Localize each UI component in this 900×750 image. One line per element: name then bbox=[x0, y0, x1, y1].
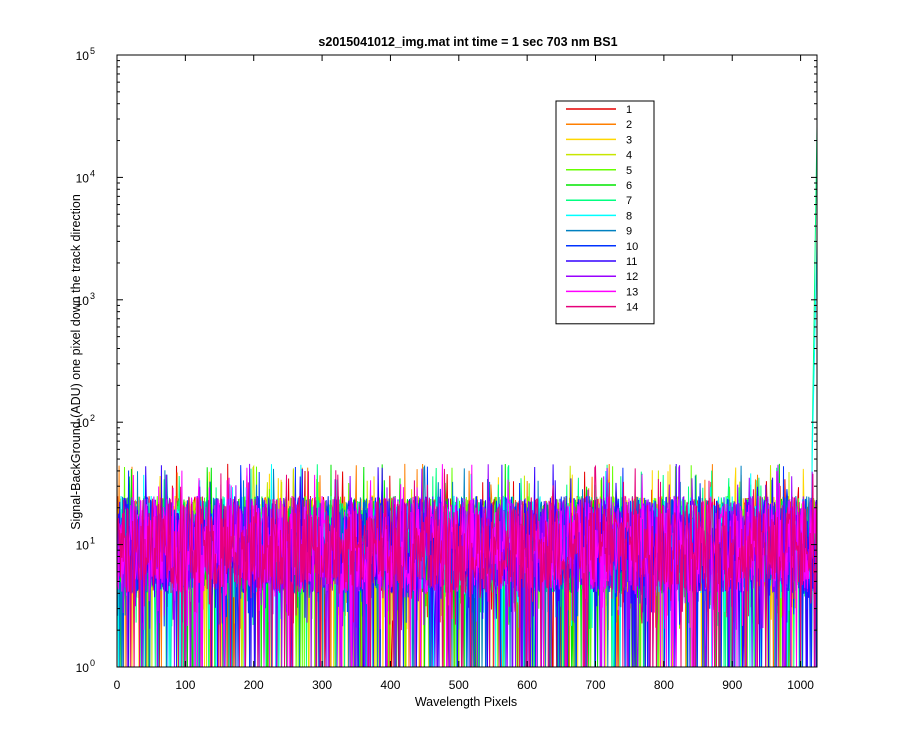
axes: 0 100 200 300 400 500 600 700 800 900 100010010110… bbox=[76, 46, 818, 692]
y-axis-label: Signal-BackGround (ADU) one pixel down t… bbox=[69, 194, 83, 530]
axes-box bbox=[116, 54, 818, 668]
y-tick-label: 105 bbox=[76, 46, 95, 63]
y-tick-exponent: 5 bbox=[90, 46, 95, 56]
x-tick-label: 700 bbox=[586, 678, 606, 692]
legend-label-14: 14 bbox=[626, 302, 638, 314]
series-line-14 bbox=[117, 464, 817, 667]
x-tick-label: 300 bbox=[312, 678, 332, 692]
legend-label-5: 5 bbox=[626, 165, 632, 177]
x-tick-label: 1000 bbox=[787, 678, 814, 692]
plot-area bbox=[117, 126, 817, 667]
legend-label-13: 13 bbox=[626, 286, 638, 298]
y-tick-exponent: 2 bbox=[90, 413, 95, 423]
y-tick-exponent: 0 bbox=[90, 658, 95, 668]
x-tick-label: 800 bbox=[654, 678, 674, 692]
y-tick-label: 100 bbox=[76, 658, 95, 675]
legend-label-3: 3 bbox=[626, 134, 632, 146]
x-tick-label: 400 bbox=[380, 678, 400, 692]
legend-label-1: 1 bbox=[626, 104, 632, 116]
legend-label-11: 11 bbox=[626, 256, 637, 268]
x-tick-label: 0 bbox=[114, 678, 121, 692]
y-tick-exponent: 4 bbox=[90, 168, 95, 178]
legend-label-7: 7 bbox=[626, 195, 632, 207]
y-tick-label: 104 bbox=[76, 168, 95, 185]
x-tick-label: 600 bbox=[517, 678, 537, 692]
y-tick-exponent: 1 bbox=[90, 536, 95, 546]
legend-box bbox=[555, 100, 655, 325]
legend-label-10: 10 bbox=[626, 241, 638, 253]
legend-label-4: 4 bbox=[626, 150, 632, 162]
x-tick-label: 500 bbox=[449, 678, 469, 692]
y-tick-label: 101 bbox=[76, 536, 95, 553]
legend-label-2: 2 bbox=[626, 119, 632, 131]
x-tick-label: 100 bbox=[175, 678, 195, 692]
x-tick-label: 200 bbox=[244, 678, 264, 692]
legend-label-6: 6 bbox=[626, 180, 632, 192]
legend-label-9: 9 bbox=[626, 226, 632, 238]
chart-title: s2015041012_img.mat int time = 1 sec 703… bbox=[318, 35, 617, 49]
x-axis-label: Wavelength Pixels bbox=[415, 695, 517, 709]
x-tick-label: 900 bbox=[722, 678, 742, 692]
y-tick-exponent: 3 bbox=[90, 291, 95, 301]
legend-label-12: 12 bbox=[626, 271, 638, 283]
legend-label-8: 8 bbox=[626, 210, 632, 222]
